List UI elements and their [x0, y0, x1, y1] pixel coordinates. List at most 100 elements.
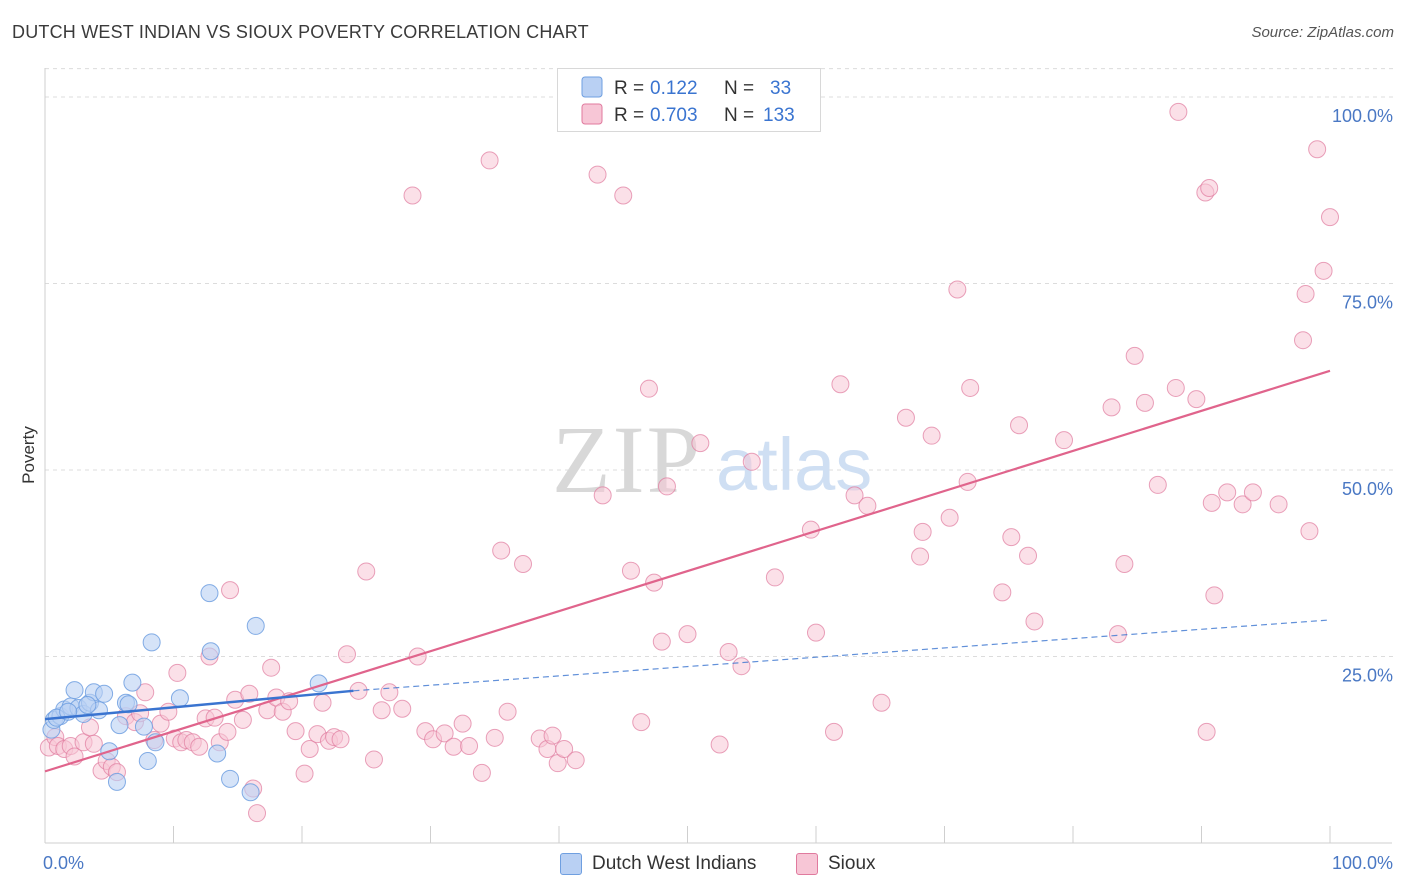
dutch-west-indians-point	[170, 689, 189, 708]
sioux-point	[1187, 390, 1206, 409]
legend-n-label-1: N =	[724, 78, 754, 99]
sioux-point	[1010, 416, 1029, 435]
sioux-point	[566, 751, 585, 770]
sioux-point	[632, 713, 651, 732]
sioux-point	[1002, 528, 1021, 547]
sioux-point	[940, 508, 959, 527]
sioux-point	[364, 750, 383, 769]
sioux-point	[807, 623, 825, 642]
chart-title: DUTCH WEST INDIAN VS SIOUX POVERTY CORRE…	[12, 22, 589, 42]
y-tick-label: 100.0%	[1332, 106, 1393, 126]
dutch-west-indians-point	[78, 695, 97, 714]
legend-swatch-dutch-west-indians	[560, 853, 582, 875]
y-tick-labels: 25.0% 50.0% 75.0% 100.0%	[1332, 106, 1393, 686]
x-tick-label-end: 100.0%	[1332, 853, 1393, 873]
legend-r-value-1: 0.122	[650, 78, 698, 99]
sioux-point	[221, 581, 240, 600]
sioux-point	[1169, 102, 1188, 121]
trendlines	[44, 369, 1331, 773]
legend-item-sioux: Sioux	[796, 852, 876, 876]
sioux-point	[380, 683, 399, 702]
sioux-point	[1166, 378, 1185, 397]
sioux-point	[408, 647, 427, 666]
legend-r-value-2: 0.703	[650, 105, 698, 126]
sioux-point	[435, 724, 454, 743]
sioux-point	[543, 726, 562, 745]
dutch-west-indians-point	[119, 695, 138, 714]
legend-item-dutch-west-indians: Dutch West Indians	[560, 852, 756, 876]
dutch-west-indians-point	[138, 751, 157, 770]
sioux-point	[710, 735, 729, 754]
x-tick-label-start: 0.0%	[43, 853, 84, 873]
sioux-point	[514, 554, 533, 573]
dutch-west-indians-point	[246, 616, 265, 635]
sioux-point	[896, 408, 915, 427]
sioux-point	[911, 547, 930, 566]
dutch-west-indians-point	[208, 744, 227, 763]
y-tick-label: 50.0%	[1342, 479, 1393, 499]
source-label: Source: ZipAtlas.com	[1251, 24, 1394, 41]
sioux-point	[593, 486, 612, 505]
legend-label-dutch-west-indians: Dutch West Indians	[592, 853, 757, 874]
sioux-point	[372, 701, 391, 720]
sioux-point	[248, 804, 267, 823]
dutch-west-indians-trendline	[44, 689, 354, 721]
sioux-point	[286, 722, 305, 741]
dutch-west-indians-point	[110, 716, 129, 735]
sioux-point	[588, 165, 607, 184]
sioux-point	[485, 728, 504, 747]
sioux-point	[1233, 495, 1252, 514]
sioux-point	[922, 426, 941, 445]
correlation-legend: R = 0.122 N = 33 R = 0.703 N = 133	[557, 68, 821, 132]
dutch-west-indians-point	[95, 684, 114, 703]
sioux-point	[460, 737, 479, 756]
legend-swatch-blue	[581, 76, 603, 98]
sioux-point	[732, 657, 751, 676]
sioux-point	[678, 625, 697, 644]
sioux-point	[472, 763, 491, 782]
sioux-point	[1108, 625, 1127, 644]
sioux-point	[1321, 208, 1339, 227]
sioux-point	[1019, 546, 1038, 565]
dutch-west-indians-point	[107, 772, 126, 791]
sioux-point	[1296, 284, 1315, 303]
sioux-point	[961, 378, 980, 397]
sioux-point	[639, 379, 658, 398]
sioux-point	[1243, 483, 1262, 502]
sioux-point	[159, 702, 178, 721]
sioux-point	[168, 663, 187, 682]
sioux-point	[357, 562, 376, 581]
sioux-point	[1218, 483, 1237, 502]
sioux-point	[993, 583, 1012, 602]
sioux-point	[845, 486, 864, 505]
dutch-west-indians-point	[134, 717, 153, 736]
dutch-west-indians-point	[142, 633, 161, 652]
watermark-zip: ZIP	[552, 406, 702, 513]
sioux-points	[39, 102, 1339, 823]
axes	[44, 68, 1392, 844]
sioux-point	[1308, 140, 1327, 159]
sioux-point	[1125, 346, 1144, 365]
sioux-point	[948, 280, 967, 299]
sioux-point	[492, 541, 511, 560]
y-tick-label: 75.0%	[1342, 293, 1393, 313]
sioux-point	[555, 740, 574, 759]
sioux-point	[295, 764, 314, 783]
sioux-point	[1197, 722, 1216, 741]
dutch-west-indians-point	[200, 584, 219, 603]
dutch-west-indians-point	[201, 642, 220, 661]
sioux-point	[262, 658, 281, 677]
sioux-point	[1294, 331, 1313, 350]
y-axis-label: Poverty	[8, 426, 48, 484]
sioux-point	[691, 434, 710, 453]
sioux-point	[1314, 261, 1333, 280]
sioux-point	[1135, 393, 1154, 412]
sioux-point	[742, 452, 761, 471]
sioux-point	[453, 714, 472, 733]
dutch-west-indians-point	[123, 673, 142, 692]
sioux-point	[1025, 612, 1044, 631]
sioux-point	[498, 702, 517, 721]
sioux-point	[719, 643, 738, 662]
sioux-point	[614, 186, 633, 205]
sioux-point	[657, 477, 676, 496]
